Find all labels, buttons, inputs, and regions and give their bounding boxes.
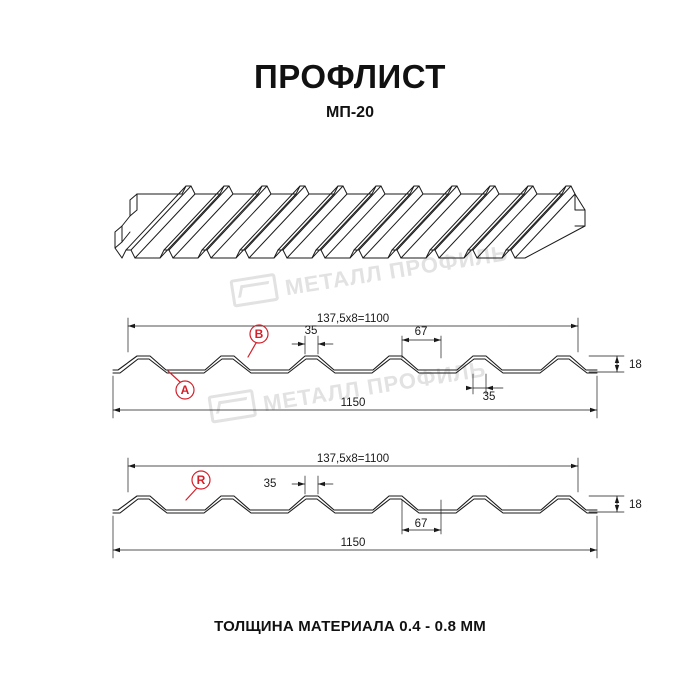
dim-pitch-bottom: 137,5х8=1100 <box>317 453 389 465</box>
isometric-sheet <box>114 185 586 259</box>
profile-outline-top <box>112 355 598 371</box>
callout-b-circle <box>249 324 269 344</box>
callout-a-label: A <box>181 383 190 397</box>
profile-section-bottom <box>112 457 625 559</box>
callout-a-leader <box>167 370 181 383</box>
dim-pitch-top: 137,5х8=1100 <box>317 313 389 325</box>
material-thickness-note: ТОЛЩИНА МАТЕРИАЛА 0.4 - 0.8 ММ <box>214 618 486 635</box>
dim-total-bottom: 1150 <box>341 537 366 549</box>
profile-section-top <box>112 317 625 419</box>
dim-rib-top: 35 <box>305 325 318 337</box>
callout-b-label: B <box>255 327 264 341</box>
callout-r-label: R <box>197 473 206 487</box>
page-subtitle: МП-20 <box>326 104 374 121</box>
dim-height-top: 18 <box>629 359 642 371</box>
dim-flat-top: 67 <box>415 326 428 338</box>
profile-outline-bottom <box>112 495 598 511</box>
dim-flat-bottom: 67 <box>415 518 428 530</box>
dim-rib-bottom-top: 35 <box>483 391 496 403</box>
dim-rib-bottom: 35 <box>264 478 277 490</box>
dim-height-bottom: 18 <box>629 499 642 511</box>
callout-r-circle <box>191 470 211 490</box>
dim-total-top: 1150 <box>341 397 366 409</box>
callout-a-circle <box>175 380 195 400</box>
callout-b-leader <box>247 342 257 358</box>
page-title: ПРОФЛИСТ <box>254 58 446 95</box>
callout-r-leader <box>185 487 198 501</box>
